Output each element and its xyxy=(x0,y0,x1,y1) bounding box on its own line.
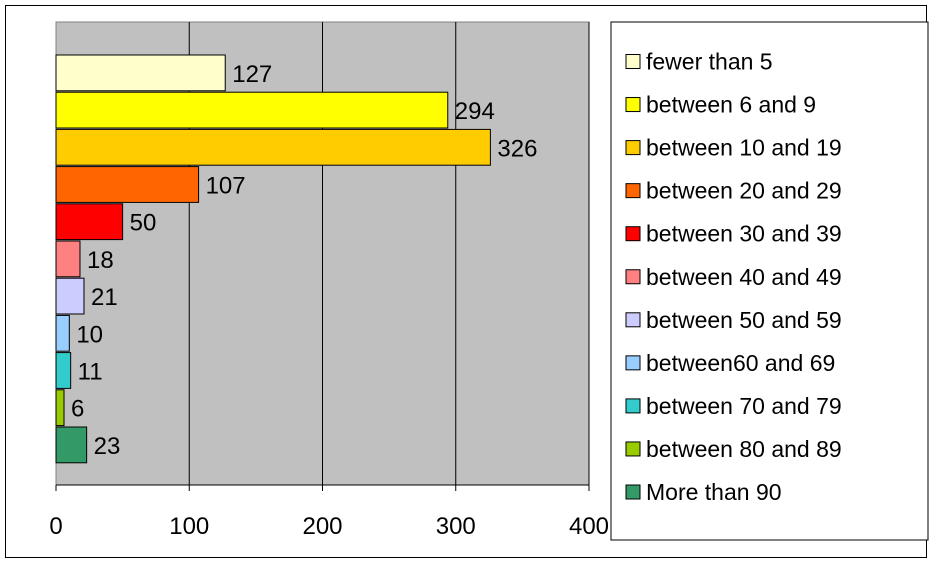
legend-entry: between 30 and 39 xyxy=(646,221,842,247)
legend-swatch xyxy=(625,183,641,199)
data-label: 21 xyxy=(91,284,118,311)
legend-swatch xyxy=(625,269,641,285)
bar xyxy=(55,91,449,129)
x-tick-label: 100 xyxy=(169,513,209,540)
bar xyxy=(55,128,491,166)
bar xyxy=(55,277,85,315)
legend-swatch xyxy=(625,312,641,328)
bar xyxy=(55,166,200,203)
data-label: 6 xyxy=(71,396,84,423)
data-label: 11 xyxy=(78,359,103,386)
x-tick-label: 0 xyxy=(49,513,62,540)
bar xyxy=(55,240,81,278)
legend-entry: between 40 and 49 xyxy=(646,264,842,290)
legend-entry: between 10 and 19 xyxy=(646,135,842,161)
x-tick-label: 300 xyxy=(436,513,476,540)
legend-entry: between 70 and 79 xyxy=(646,393,842,419)
legend-box xyxy=(610,21,929,541)
data-label: 107 xyxy=(206,173,246,200)
legend-entry: between 50 and 59 xyxy=(646,307,842,333)
legend-swatch xyxy=(625,441,641,457)
x-tick-label: 400 xyxy=(569,513,609,540)
legend-swatch xyxy=(625,484,641,500)
bars xyxy=(55,54,491,464)
legend-swatch xyxy=(625,140,641,156)
data-label: 326 xyxy=(497,135,537,162)
bar xyxy=(55,426,88,464)
bar xyxy=(55,314,70,352)
legend-swatch xyxy=(625,97,641,113)
legend-swatch xyxy=(625,226,641,242)
data-label: 18 xyxy=(87,247,114,274)
bar xyxy=(55,389,65,427)
legend: fewer than 5 between 6 and 9 between 10 an… xyxy=(625,49,842,505)
legend-swatch xyxy=(625,355,641,371)
data-label: 294 xyxy=(455,98,495,125)
data-label: 50 xyxy=(130,210,157,237)
legend-entry: between 80 and 89 xyxy=(646,436,842,462)
x-tick-label: 200 xyxy=(302,513,342,540)
legend-entry: between 20 and 29 xyxy=(646,178,842,204)
bar xyxy=(55,352,72,389)
legend-swatch xyxy=(625,398,641,414)
x-axis: 0 100 200 300 400 xyxy=(49,484,609,540)
legend-entry: fewer than 5 xyxy=(646,49,773,75)
data-label: 127 xyxy=(232,61,272,88)
bar xyxy=(55,54,226,92)
data-label: 23 xyxy=(94,433,121,460)
data-label: 10 xyxy=(76,321,103,348)
legend-swatch xyxy=(625,54,641,69)
legend-entry: More than 90 xyxy=(646,479,782,505)
bar xyxy=(55,203,124,241)
legend-entry: between60 and 69 xyxy=(646,350,835,376)
legend-entry: between 6 and 9 xyxy=(646,92,816,118)
